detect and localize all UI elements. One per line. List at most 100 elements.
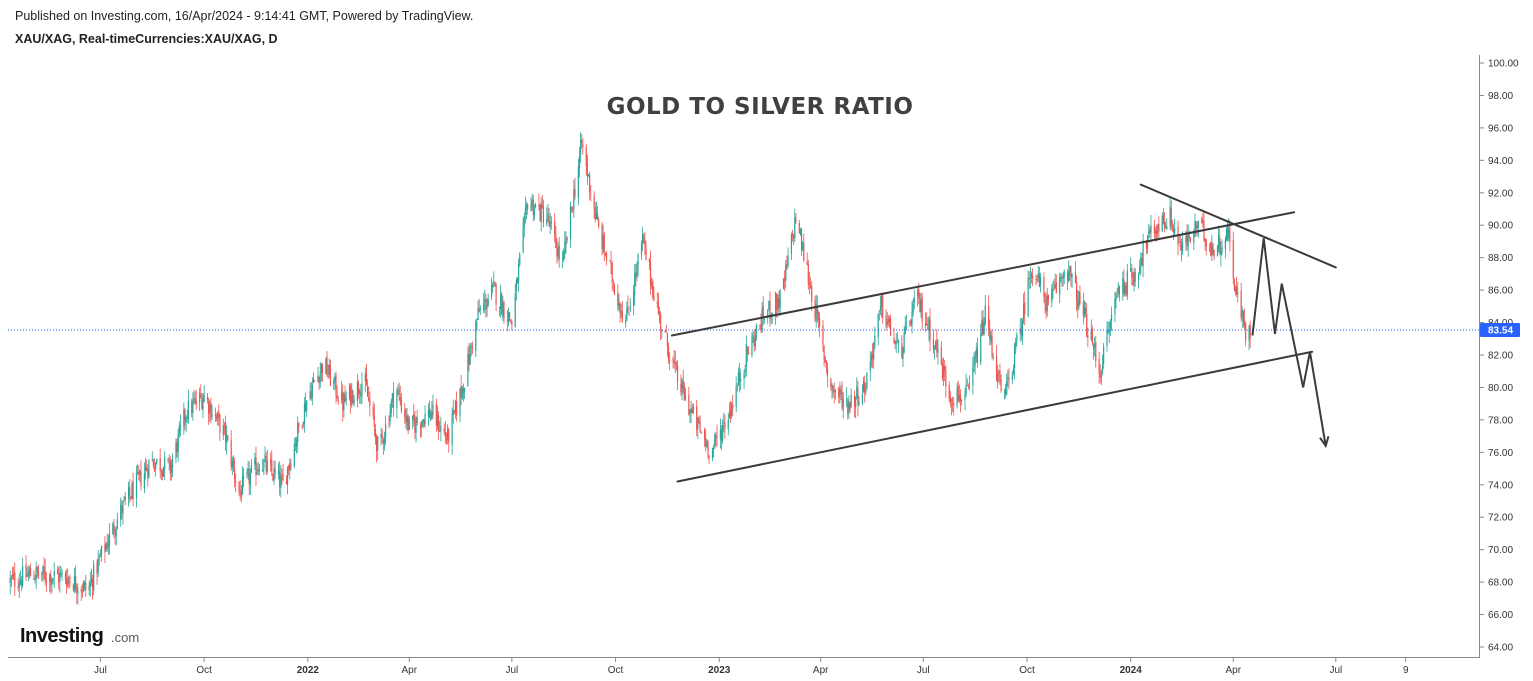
candle-body <box>612 282 614 284</box>
candle-body <box>374 428 377 438</box>
candle-body <box>510 320 512 322</box>
candle-body <box>652 281 654 298</box>
candle-body <box>1145 240 1148 249</box>
candle-body <box>706 442 708 447</box>
candle-body <box>894 340 896 344</box>
candle-body <box>1154 231 1157 234</box>
candle-body <box>1035 279 1037 281</box>
candle-body <box>831 386 833 389</box>
candle-body <box>1012 368 1015 375</box>
candle-body <box>620 312 622 315</box>
candle-body <box>795 219 797 222</box>
candle-body <box>1153 225 1155 234</box>
candle-body <box>290 464 292 468</box>
candle-body <box>738 372 741 383</box>
candle-body <box>492 284 494 287</box>
candle-body <box>1037 273 1039 278</box>
candle-body <box>982 318 984 335</box>
candle-body <box>435 403 437 426</box>
candle-body <box>669 360 671 362</box>
candle-body <box>235 481 237 483</box>
candle-body <box>790 234 793 254</box>
candle-body <box>656 302 658 304</box>
candle-body <box>840 388 842 393</box>
candle-body <box>1211 245 1213 256</box>
y-tick-label: 68.00 <box>1488 578 1513 589</box>
candle-body <box>522 225 524 253</box>
candle-body <box>1116 291 1118 293</box>
candle-body <box>419 425 422 429</box>
candle-body <box>635 271 637 276</box>
candle-body <box>771 313 773 315</box>
candle-body <box>1140 257 1142 267</box>
candle-body <box>115 529 117 537</box>
candle-body <box>256 471 258 475</box>
candle-body <box>448 429 450 443</box>
candle-body <box>356 381 359 401</box>
candle-body <box>533 209 536 217</box>
candle-body <box>467 353 469 387</box>
candle-body <box>105 544 107 551</box>
candle-body <box>956 388 958 406</box>
candle-body <box>1125 285 1127 293</box>
candle-body <box>716 435 718 438</box>
candle-body <box>713 447 715 449</box>
candle-body <box>853 395 856 407</box>
candle-body <box>247 468 249 472</box>
candle-body <box>499 294 502 310</box>
candle-body <box>874 335 876 346</box>
candle-body <box>1043 276 1045 297</box>
candle-body <box>1114 298 1116 315</box>
candle-body <box>1118 286 1121 295</box>
candle-body <box>927 327 929 330</box>
candle-body <box>348 386 351 399</box>
candle-body <box>811 286 813 302</box>
candle-body <box>377 436 379 451</box>
candle-body <box>1068 271 1070 282</box>
candle-body <box>917 290 919 296</box>
candle-body <box>550 221 552 224</box>
candle-body <box>711 447 714 459</box>
candle-body <box>44 570 46 581</box>
candle-body <box>337 400 339 402</box>
projection-arrowhead <box>1319 435 1330 449</box>
candle-body <box>495 284 497 305</box>
candle-body <box>96 562 98 575</box>
candle-body <box>920 299 922 312</box>
candle-body <box>778 298 780 309</box>
candle-body <box>809 285 812 288</box>
candle-body <box>68 577 70 580</box>
candle-body <box>932 338 935 350</box>
candle-body <box>569 205 572 240</box>
candle-body <box>169 460 171 474</box>
candle-body <box>681 379 683 392</box>
candle-body <box>787 255 789 266</box>
candle-body <box>42 565 44 575</box>
candle-body <box>476 319 478 321</box>
candle-body <box>642 234 644 244</box>
candle-body <box>1039 277 1042 286</box>
candle-body <box>1178 241 1180 243</box>
candle-body <box>961 399 963 402</box>
candle-body <box>595 212 597 220</box>
candle-body <box>818 318 821 327</box>
candle-body <box>571 206 573 209</box>
candle-body <box>740 379 742 381</box>
candle-body <box>153 467 156 471</box>
candle-body <box>815 304 817 321</box>
candle-body <box>345 397 347 401</box>
y-tick-label: 78.00 <box>1488 415 1513 426</box>
candle-body <box>254 458 256 465</box>
candle-body <box>580 140 582 155</box>
candle-body <box>1099 371 1101 378</box>
candle-body <box>619 303 621 313</box>
candle-body <box>168 458 170 460</box>
candle-body <box>1201 219 1203 223</box>
candle-body <box>389 411 391 422</box>
candle-body <box>445 437 448 441</box>
candle-body <box>366 386 369 397</box>
candle-body <box>1071 274 1073 278</box>
candle-body <box>66 580 68 586</box>
candle-body <box>613 285 616 295</box>
